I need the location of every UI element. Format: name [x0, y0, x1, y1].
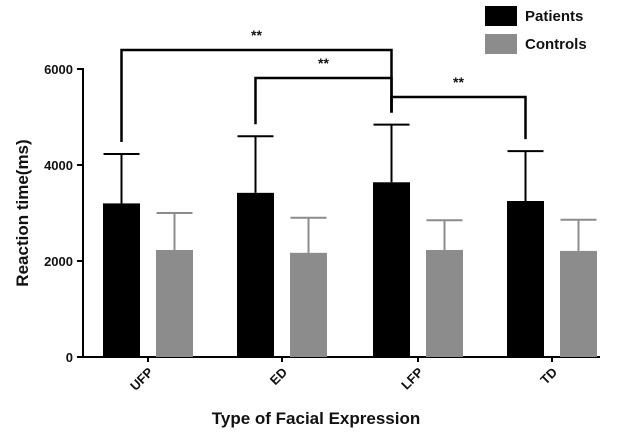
legend-swatch: [485, 6, 517, 26]
x-axis-title: Type of Facial Expression: [212, 409, 420, 428]
bars: [103, 182, 597, 357]
significance-label: **: [318, 55, 329, 71]
significance-bracket: [390, 95, 527, 140]
bar: [156, 249, 193, 357]
significance-bracket: [254, 76, 393, 125]
bar: [103, 203, 140, 357]
x-tick-label: LFP: [398, 364, 426, 392]
significance-brackets: ** ** **: [120, 27, 527, 142]
bar: [426, 249, 463, 357]
y-tick-label: 6000: [44, 62, 73, 77]
bar: [507, 201, 544, 357]
significance-label: **: [251, 27, 262, 43]
bar: [290, 252, 327, 357]
y-tick-label: 4000: [44, 158, 73, 173]
bar: [373, 182, 410, 357]
legend-label: Controls: [525, 36, 587, 53]
legend-swatch: [485, 34, 517, 54]
y-tick-label: 2000: [44, 254, 73, 269]
bar: [560, 250, 597, 357]
significance-label: **: [453, 74, 464, 90]
x-tick-label: ED: [267, 365, 290, 388]
x-tick-label: TD: [537, 365, 560, 388]
y-axis-title: Reaction time(ms): [13, 139, 32, 286]
x-tick-label: UFP: [127, 364, 156, 393]
legend-label: Patients: [525, 8, 583, 25]
legend: Patients Controls: [485, 6, 587, 54]
bar: [237, 192, 274, 357]
y-tick-label: 0: [66, 350, 73, 365]
error-bars: [103, 123, 597, 253]
